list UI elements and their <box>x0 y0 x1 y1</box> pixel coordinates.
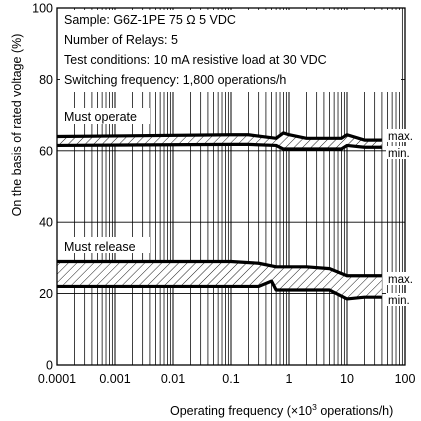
x-axis-title-end: operations/h) <box>317 404 393 418</box>
operate-max-label: max. <box>388 131 413 143</box>
operate-max-label-bg <box>386 129 416 142</box>
y-tick-label: 20 <box>39 287 53 301</box>
band-1-max-line <box>57 259 382 278</box>
x-axis-title-exponent: 3 <box>312 402 317 412</box>
x-tick-label: 0.0001 <box>38 372 76 386</box>
band-1-min-line <box>57 279 382 301</box>
must-operate-label-bg <box>60 108 150 124</box>
operate-min-label: min. <box>388 148 410 160</box>
x-tick-label: 10 <box>340 372 354 386</box>
x-axis-title: Operating frequency (×103 operations/h) <box>170 402 393 418</box>
x-tick-label: 0.01 <box>161 372 185 386</box>
operate-min-label-bg <box>386 146 416 159</box>
must-operate-label: Must operate <box>64 110 137 124</box>
y-tick-label: 0 <box>46 359 53 373</box>
annotation-test-conditions: Test conditions: 10 mA resistive load at… <box>64 53 327 67</box>
plot-frame <box>56 7 406 366</box>
y-tick-label: 40 <box>39 216 53 230</box>
must-release-label-bg <box>60 237 150 253</box>
y-tick-label: 100 <box>32 2 53 16</box>
x-tick-label: 0.001 <box>99 372 130 386</box>
y-axis-title: On the basis of rated voltage (%) <box>10 34 24 217</box>
annotation-relays: Number of Relays: 5 <box>64 33 178 47</box>
release-min-label-bg <box>386 293 416 306</box>
x-tick-labels: 0.0001 0.001 0.01 0.1 1 10 100 <box>38 372 416 386</box>
must-release-label: Must release <box>64 240 136 254</box>
bands <box>57 131 382 301</box>
y-tick-label: 80 <box>39 73 53 87</box>
x-tick-label: 100 <box>395 372 416 386</box>
band-0-min-line <box>57 142 382 151</box>
band-0-max-line <box>57 131 382 142</box>
annotation-sample: Sample: G6Z-1PE 75 Ω 5 VDC <box>64 13 236 27</box>
annotation-switching-frequency: Switching frequency: 1,800 operations/h <box>64 73 286 87</box>
y-tick-labels: 0 20 40 60 80 100 <box>32 2 53 373</box>
x-axis-title-main: Operating frequency (×10 <box>170 404 312 418</box>
y-tick-label: 60 <box>39 144 53 158</box>
release-max-label-bg <box>386 272 416 285</box>
release-max-label: max. <box>388 274 413 286</box>
annotation-box <box>60 10 401 92</box>
x-tick-label: 0.1 <box>222 372 239 386</box>
release-min-label: min. <box>388 295 410 307</box>
x-tick-label: 1 <box>286 372 293 386</box>
